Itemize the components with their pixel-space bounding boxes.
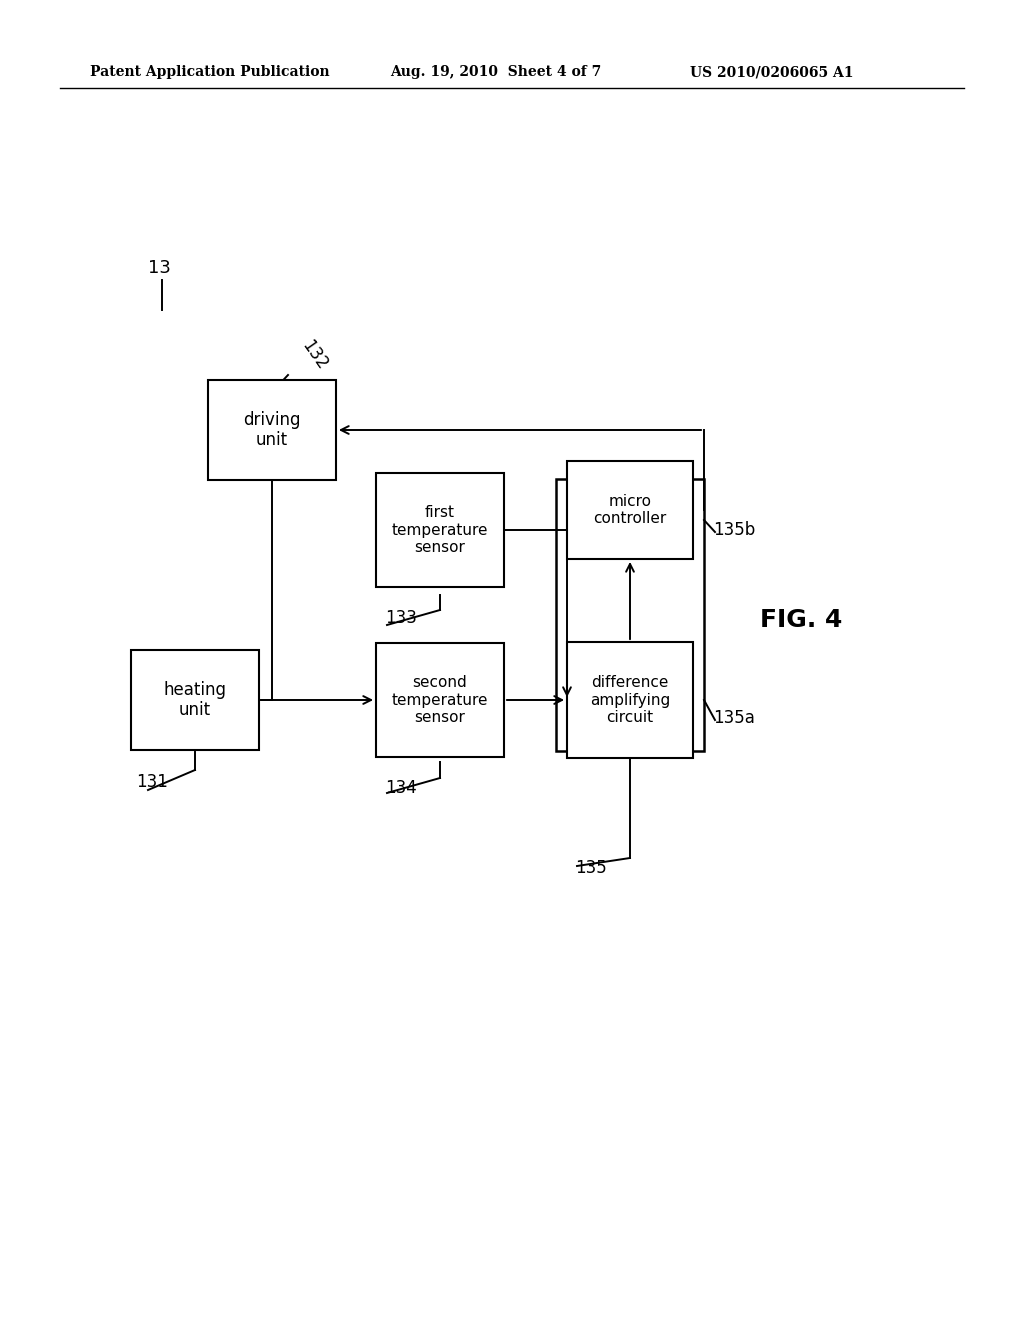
Text: 13: 13: [148, 259, 171, 277]
Text: driving
unit: driving unit: [244, 411, 301, 449]
Bar: [567, 461, 693, 558]
Text: 135b: 135b: [713, 521, 756, 539]
Bar: [376, 643, 504, 756]
Bar: [131, 649, 259, 750]
Text: 132: 132: [298, 337, 331, 374]
Text: first
temperature
sensor: first temperature sensor: [392, 506, 488, 554]
Text: 133: 133: [385, 609, 417, 627]
Text: Aug. 19, 2010  Sheet 4 of 7: Aug. 19, 2010 Sheet 4 of 7: [390, 65, 601, 79]
Bar: [376, 473, 504, 587]
Text: 135: 135: [575, 859, 607, 876]
Text: Patent Application Publication: Patent Application Publication: [90, 65, 330, 79]
Text: 131: 131: [136, 774, 168, 791]
Text: micro
controller: micro controller: [593, 494, 667, 527]
Text: FIG. 4: FIG. 4: [760, 609, 843, 632]
Text: heating
unit: heating unit: [164, 681, 226, 719]
Bar: [208, 380, 336, 480]
Text: difference
amplifying
circuit: difference amplifying circuit: [590, 675, 670, 725]
Text: 135a: 135a: [713, 709, 755, 727]
Text: US 2010/0206065 A1: US 2010/0206065 A1: [690, 65, 853, 79]
Text: 134: 134: [385, 779, 417, 797]
Bar: [556, 479, 705, 751]
Text: second
temperature
sensor: second temperature sensor: [392, 675, 488, 725]
Bar: [567, 642, 693, 758]
